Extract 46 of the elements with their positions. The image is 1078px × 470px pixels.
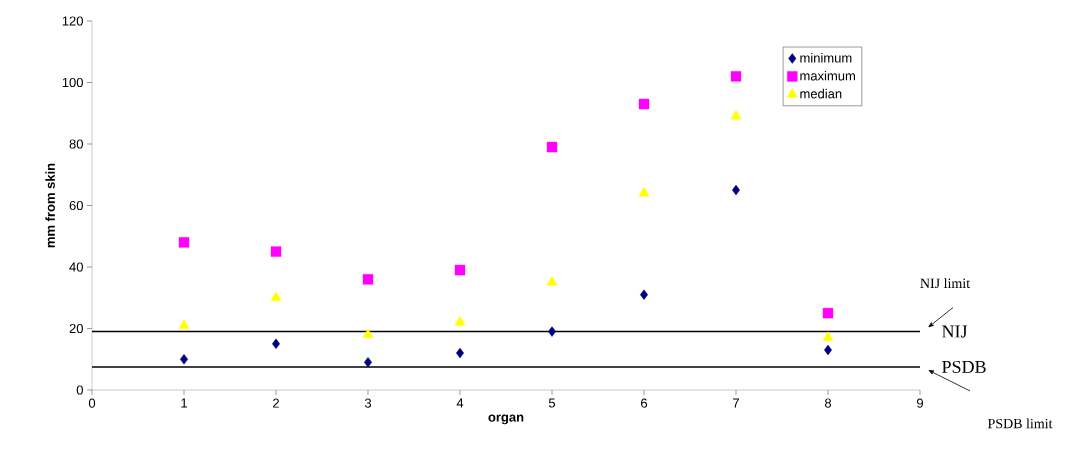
point xyxy=(180,354,188,365)
y-tick-label: 80 xyxy=(69,139,83,149)
point xyxy=(270,246,282,257)
text: NIJ limit xyxy=(920,278,971,289)
y-tick-label: 120 xyxy=(62,16,83,26)
point xyxy=(362,274,374,285)
point xyxy=(546,276,558,286)
legend-label: maximum xyxy=(800,70,855,81)
point xyxy=(730,110,742,120)
point xyxy=(640,289,648,300)
text: PSDB limit xyxy=(987,418,1053,429)
y-tick-label: 0 xyxy=(76,385,83,395)
point xyxy=(362,328,374,338)
y-tick-label: 20 xyxy=(69,323,83,334)
x-tick-label: 7 xyxy=(733,398,739,408)
y-tick-label: 40 xyxy=(69,262,83,272)
y-tick-label: 100 xyxy=(62,77,83,88)
x-axis-title: organ xyxy=(488,414,524,425)
ref-line-label: NIJ xyxy=(942,325,968,338)
x-tick-label: 4 xyxy=(456,398,464,408)
point xyxy=(638,186,650,197)
x-tick-label: 0 xyxy=(88,398,96,408)
point xyxy=(178,237,190,248)
legend-label: minimum xyxy=(800,53,852,63)
x-tick-label: 1 xyxy=(181,398,187,408)
point xyxy=(730,71,742,82)
x-tick-label: 8 xyxy=(824,398,832,408)
x-tick-label: 5 xyxy=(548,398,556,408)
point xyxy=(822,307,834,319)
x-tick-label: 9 xyxy=(917,398,924,408)
point xyxy=(454,264,466,276)
point xyxy=(178,319,190,329)
x-tick-label: 2 xyxy=(273,398,279,408)
x-tick-label: 6 xyxy=(641,398,648,408)
y-tick-label: 60 xyxy=(69,200,83,211)
point xyxy=(270,291,282,301)
y-axis-title: mm from skin xyxy=(45,163,55,248)
point xyxy=(364,357,372,368)
point xyxy=(454,316,466,326)
point xyxy=(822,331,834,341)
point xyxy=(548,326,556,337)
ref-line-label: PSDB xyxy=(942,360,986,373)
legend-label: median xyxy=(800,88,842,99)
x-tick-label: 3 xyxy=(364,398,372,408)
point xyxy=(546,141,558,153)
point xyxy=(638,98,650,110)
